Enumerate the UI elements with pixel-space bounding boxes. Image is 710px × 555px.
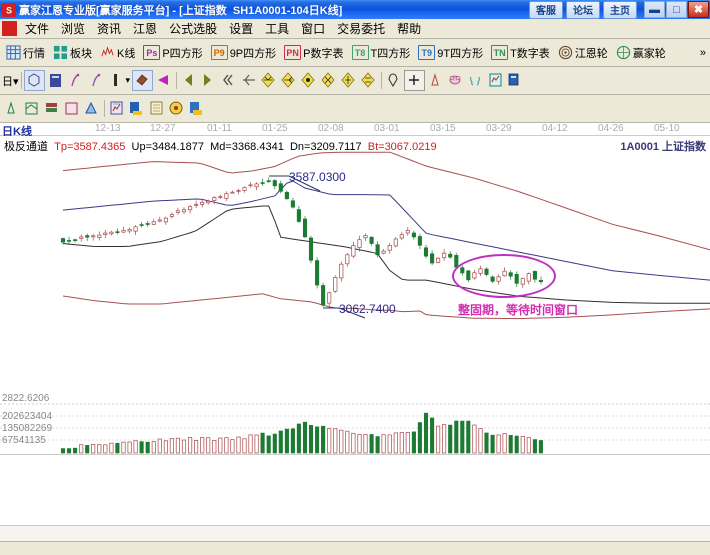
svg-text:S: S: [6, 5, 12, 15]
svg-text:67541135: 67541135: [2, 435, 46, 446]
svg-text:2822.6206: 2822.6206: [2, 393, 50, 404]
svg-text:135082269: 135082269: [2, 423, 52, 434]
svg-text:202623404: 202623404: [2, 411, 52, 422]
